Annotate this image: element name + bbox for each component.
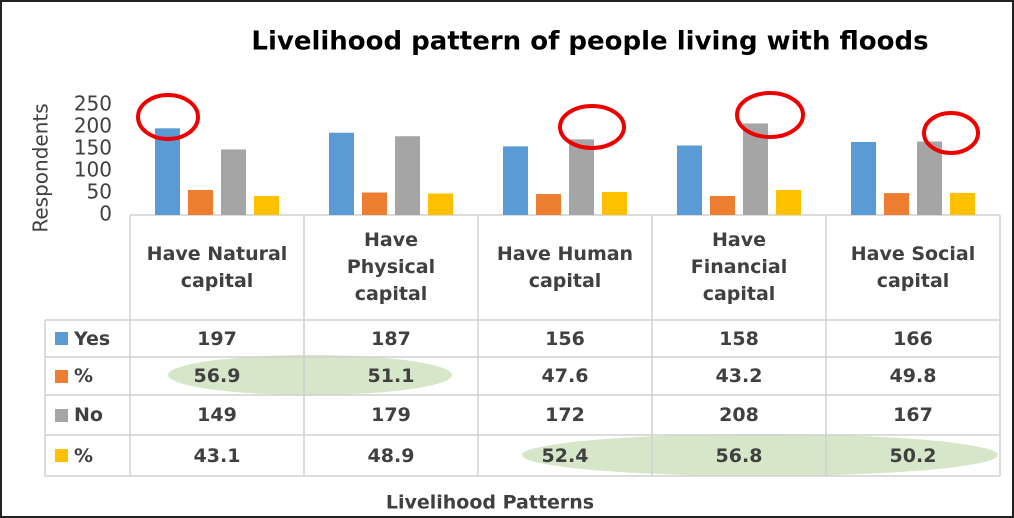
table-value: 52.4 [541, 444, 589, 467]
category-label: Have Social capital [850, 242, 976, 292]
x-axis-title: Livelihood Patterns [386, 492, 594, 514]
table-value: 208 [719, 404, 759, 426]
bar [329, 132, 354, 215]
y-tick-label: 250 [74, 92, 112, 116]
table-value: 158 [719, 327, 759, 350]
legend-swatch [55, 408, 68, 422]
table-value: 51.1 [367, 365, 415, 387]
bar [362, 192, 387, 215]
bar [188, 189, 213, 215]
table-value: 48.9 [367, 444, 415, 467]
table-value: 187 [371, 327, 411, 350]
table-value: 56.9 [193, 365, 241, 387]
bar [917, 141, 942, 215]
table-value: 47.6 [541, 365, 589, 387]
bar [884, 193, 909, 215]
highlight [168, 355, 452, 395]
legend-item: % [45, 357, 130, 395]
y-tick-label: 200 [74, 114, 112, 138]
bar [710, 195, 735, 215]
bar [536, 194, 561, 215]
table-value: 166 [893, 327, 933, 350]
bar [503, 146, 528, 215]
bar [221, 149, 246, 215]
table-value: 156 [545, 327, 585, 350]
table-value: 56.8 [715, 444, 763, 467]
bar [602, 191, 627, 215]
legend-label: % [74, 444, 94, 467]
y-tick-label: 0 [99, 202, 112, 226]
table-value: 43.1 [193, 444, 241, 467]
legend-item: No [45, 395, 130, 435]
legend-label: No [74, 404, 103, 426]
legend-label: % [74, 365, 94, 387]
table-value: 172 [545, 404, 585, 426]
bar [395, 136, 420, 215]
legend-item: Yes [45, 320, 130, 357]
table-value: 149 [197, 404, 237, 426]
bar [743, 123, 768, 215]
bar [569, 139, 594, 215]
bar [950, 192, 975, 215]
bar [428, 193, 453, 215]
chart-title: Livelihood pattern of people living with… [251, 27, 928, 57]
legend-swatch [55, 449, 68, 462]
bar [677, 145, 702, 215]
category-label: Have Natural capital [146, 242, 288, 292]
legend-swatch [55, 369, 68, 383]
table-value: 43.2 [715, 365, 763, 387]
bar [155, 128, 180, 215]
bar [851, 141, 876, 215]
y-tick-label: 50 [87, 180, 112, 204]
legend-label: Yes [74, 327, 111, 350]
highlight [522, 434, 998, 476]
table-value: 179 [371, 404, 411, 426]
bar [776, 190, 801, 215]
category-label: Have Physical capital [346, 229, 436, 305]
y-tick-label: 100 [74, 158, 112, 182]
category-label: Have Financial capital [690, 229, 788, 305]
bar [254, 196, 279, 215]
table-value: 167 [893, 404, 933, 426]
legend-swatch [55, 332, 68, 345]
y-axis-title: Respondents [29, 103, 53, 232]
table-value: 49.8 [889, 365, 937, 387]
table-value: 50.2 [889, 444, 937, 467]
table-value: 197 [197, 327, 237, 350]
category-label: Have Human capital [496, 242, 634, 292]
legend-item: % [45, 435, 130, 476]
y-tick-label: 150 [74, 136, 112, 160]
